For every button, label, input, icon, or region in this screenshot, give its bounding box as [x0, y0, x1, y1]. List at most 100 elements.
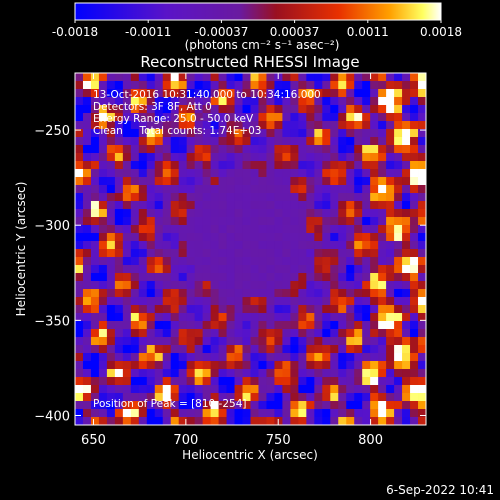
heatmap-cell	[370, 337, 379, 346]
heatmap-cell	[362, 97, 371, 106]
heatmap-cell	[90, 81, 100, 90]
heatmap-cell	[114, 273, 124, 282]
heatmap-cell	[306, 113, 315, 122]
heatmap-cell	[210, 193, 219, 202]
heatmap-cell	[146, 393, 156, 402]
heatmap-cell	[346, 145, 355, 154]
heatmap-cell	[122, 289, 132, 298]
heatmap-cell	[75, 361, 84, 370]
heatmap-cell	[306, 313, 315, 322]
heatmap-cell	[226, 409, 235, 418]
heatmap-cell	[98, 353, 108, 362]
heatmap-cell	[322, 353, 331, 362]
heatmap-cell	[122, 137, 132, 146]
heatmap-cell	[82, 345, 92, 354]
heatmap-cell	[226, 369, 235, 378]
heatmap-cell	[130, 409, 140, 418]
heatmap-cell	[138, 209, 148, 218]
heatmap-cell	[210, 361, 219, 370]
heatmap-cell	[170, 249, 180, 258]
heatmap-cell	[162, 137, 172, 146]
heatmap-cell	[314, 297, 323, 306]
heatmap-cell	[202, 305, 212, 314]
heatmap-cell	[226, 177, 235, 186]
heatmap-cell	[242, 129, 251, 138]
heatmap-cell	[130, 145, 140, 154]
heatmap-cell	[90, 177, 100, 186]
heatmap-cell	[90, 401, 100, 410]
heatmap-cell	[114, 409, 124, 418]
heatmap-cell	[226, 337, 235, 346]
heatmap-cell	[370, 153, 379, 162]
heatmap-cell	[138, 233, 148, 242]
heatmap-cell	[186, 217, 196, 226]
heatmap-cell	[90, 385, 100, 394]
heatmap-cell	[282, 105, 291, 114]
heatmap-cell	[410, 73, 419, 82]
heatmap-cell	[154, 185, 164, 194]
x-axis-label: Heliocentric X (arcsec)	[182, 448, 318, 462]
heatmap-cell	[82, 137, 92, 146]
heatmap-cell	[410, 169, 419, 178]
heatmap-image	[75, 73, 426, 425]
heatmap-cell	[75, 313, 84, 322]
heatmap-cell	[226, 145, 235, 154]
heatmap-cell	[290, 185, 299, 194]
heatmap-cell	[354, 209, 363, 218]
heatmap-cell	[210, 337, 219, 346]
heatmap-cell	[298, 417, 307, 425]
heatmap-cell	[258, 257, 267, 266]
heatmap-cell	[298, 161, 307, 170]
heatmap-cell	[178, 161, 188, 170]
heatmap-cell	[162, 97, 172, 106]
heatmap-cell	[386, 209, 395, 218]
heatmap-cell	[146, 73, 156, 82]
heatmap-cell	[282, 337, 291, 346]
heatmap-cell	[82, 225, 92, 234]
heatmap-cell	[362, 385, 371, 394]
heatmap-cell	[178, 305, 188, 314]
heatmap-cell	[82, 353, 92, 362]
heatmap-cell	[354, 249, 363, 258]
heatmap-cell	[266, 113, 275, 122]
heatmap-cell	[154, 377, 164, 386]
heatmap-cell	[98, 385, 108, 394]
heatmap-cell	[250, 169, 259, 178]
heatmap-cell	[138, 321, 148, 330]
heatmap-cell	[178, 321, 188, 330]
heatmap-cell	[154, 417, 164, 425]
heatmap-cell	[122, 193, 132, 202]
heatmap-cell	[418, 209, 426, 218]
heatmap-cell	[330, 249, 339, 258]
heatmap-cell	[250, 105, 259, 114]
heatmap-cell	[274, 401, 283, 410]
heatmap-cell	[370, 369, 379, 378]
heatmap-cell	[370, 97, 379, 106]
heatmap-cell	[362, 105, 371, 114]
heatmap-cell	[154, 153, 164, 162]
heatmap-cell	[234, 337, 243, 346]
heatmap-cell	[242, 337, 251, 346]
heatmap-cell	[226, 129, 235, 138]
heatmap-cell	[378, 337, 387, 346]
heatmap-cell	[114, 105, 124, 114]
heatmap-cell	[402, 377, 411, 386]
heatmap-cell	[234, 113, 243, 122]
heatmap-cell	[202, 89, 212, 98]
heatmap-cell	[418, 97, 426, 106]
heatmap-cell	[154, 177, 164, 186]
heatmap-cell	[362, 201, 371, 210]
heatmap-cell	[386, 345, 395, 354]
heatmap-cell	[306, 409, 315, 418]
heatmap-cell	[90, 257, 100, 266]
heatmap-cell	[106, 241, 116, 250]
heatmap-cell	[82, 257, 92, 266]
heatmap-cell	[138, 369, 148, 378]
heatmap-cell	[194, 329, 204, 338]
heatmap-cell	[218, 337, 227, 346]
heatmap-cell	[218, 377, 227, 386]
heatmap-cell	[322, 185, 331, 194]
heatmap-cell	[250, 257, 259, 266]
heatmap-cell	[410, 121, 419, 130]
heatmap-cell	[138, 193, 148, 202]
